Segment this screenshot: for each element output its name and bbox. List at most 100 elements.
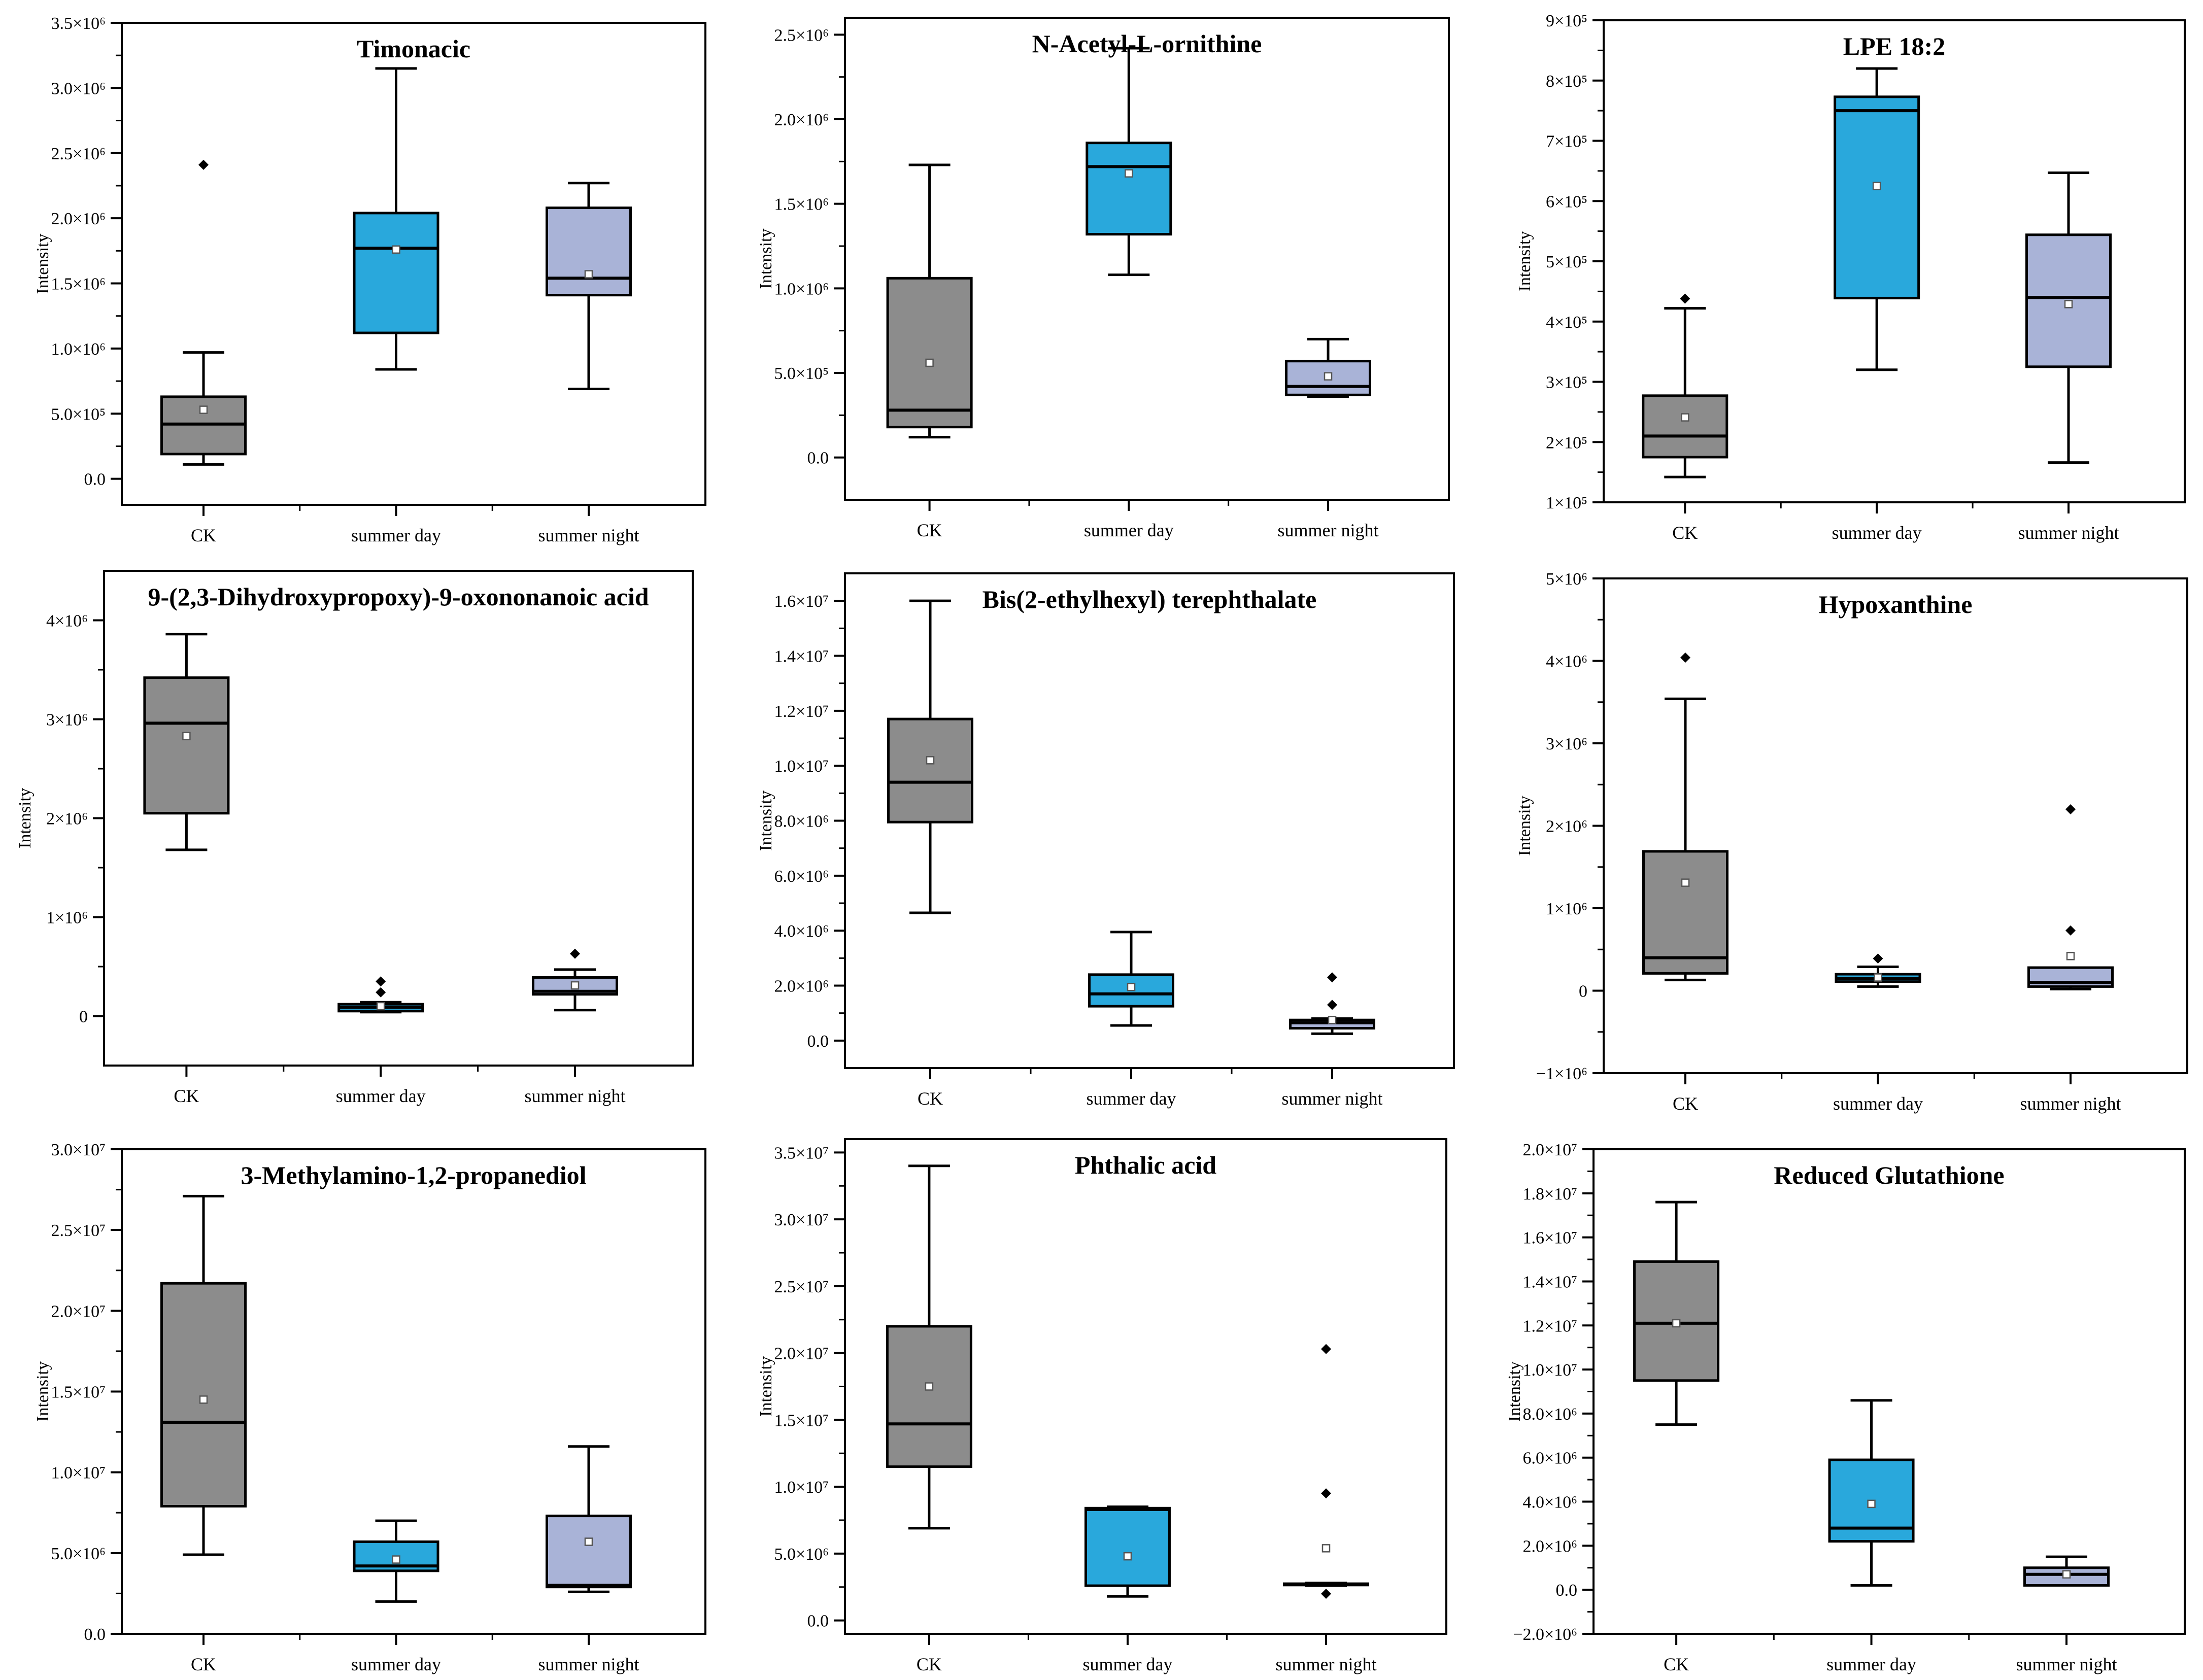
x-category-label: summer night [1278, 520, 1379, 540]
y-tick-label: 3×10⁵ [1546, 373, 1587, 392]
y-axis-label: Intensity [757, 791, 775, 851]
y-tick-label: 4.0×10⁶ [1522, 1493, 1577, 1512]
x-category-label: summer day [351, 1654, 441, 1674]
outlier-point [1327, 972, 1337, 983]
outlier-point [1321, 1488, 1331, 1499]
y-tick-label: 9×10⁵ [1546, 12, 1587, 30]
mean-marker [570, 981, 580, 990]
iqr-box [1086, 142, 1172, 236]
chart-panel-2: N-Acetyl-L-ornithine Intensity 0.0 5.0×10⁵ 1… [757, 17, 1450, 540]
y-tick-label: 6.0×10⁶ [1522, 1449, 1577, 1468]
chart-panel-4: 9-(2,3-Dihydroxypropoxy)-9-oxononanoic a… [16, 570, 694, 1106]
y-tick-label: 6×10⁵ [1546, 192, 1587, 211]
y-tick-label: 1.4×10⁷ [1522, 1273, 1577, 1291]
y-tick-label: 6.0×10⁶ [774, 867, 829, 886]
y-tick-label: −1×10⁶ [1536, 1065, 1587, 1083]
mean-marker [1874, 973, 1882, 982]
iqr-box [160, 1282, 247, 1508]
plot-frame [844, 17, 1450, 501]
mean-marker [376, 1002, 385, 1011]
y-tick-label: −2.0×10⁶ [1513, 1625, 1577, 1644]
iqr-box [886, 1325, 972, 1468]
mean-marker [2066, 952, 2075, 961]
y-tick-label: 1.0×10⁷ [1522, 1361, 1577, 1380]
x-category-label: CK [174, 1086, 199, 1106]
outlier-point [1680, 653, 1690, 663]
box-CK [160, 159, 247, 466]
y-tick-label: 8.0×10⁶ [774, 812, 829, 831]
mean-marker [1867, 1499, 1876, 1508]
x-category-label: summer day [1082, 1654, 1172, 1674]
y-tick-label: 1.0×10⁶ [774, 280, 829, 298]
box-summer-night [1289, 972, 1375, 1035]
y-tick-label: 2.0×10⁶ [51, 210, 106, 228]
iqr-box [546, 207, 632, 297]
y-axis-label: Intensity [33, 1361, 52, 1422]
box-summer-day [353, 67, 439, 371]
y-tick-label: 0.0 [807, 1032, 829, 1051]
chart-panel-8: Phthalic acid Intensity 0.0 5.0×10⁶ 1.0×10⁷ 1… [757, 1138, 1447, 1674]
box-summer-day [353, 1519, 439, 1603]
y-tick-label: 2.0×10⁶ [1522, 1537, 1577, 1556]
chart-panel-5: Bis(2-ethylhexyl) terephthalate Intensity… [757, 572, 1455, 1109]
box-summer-day [1086, 47, 1172, 277]
y-tick-label: 2×10⁵ [1546, 433, 1587, 452]
y-tick-label: 2.5×10⁷ [774, 1278, 829, 1296]
box-summer-night [546, 1445, 632, 1593]
x-category-label: CK [1673, 1093, 1698, 1114]
y-tick-label: 1.6×10⁷ [1522, 1229, 1577, 1248]
mean-marker [584, 270, 593, 279]
y-tick-label: 2.0×10⁷ [1522, 1141, 1577, 1159]
outlier-point [1680, 293, 1690, 304]
chart-title: Timonacic [357, 35, 470, 63]
iqr-box [546, 1515, 632, 1589]
y-tick-label: 5.0×10⁶ [774, 1545, 829, 1564]
x-category-label: CK [191, 525, 216, 545]
mean-marker [2064, 300, 2073, 308]
iqr-box [353, 212, 439, 334]
y-tick-label: 3.0×10⁶ [51, 79, 106, 98]
plot-frame [1603, 577, 2188, 1074]
outlier-point [2065, 925, 2076, 936]
x-category-label: summer night [1276, 1654, 1377, 1674]
y-tick-label: 1.5×10⁶ [51, 275, 106, 294]
x-category-label: CK [917, 1654, 942, 1674]
y-tick-label: 3×10⁶ [46, 711, 88, 730]
x-category-label: summer night [2018, 523, 2119, 543]
x-category-label: CK [1664, 1654, 1689, 1674]
y-tick-label: 1×10⁶ [1546, 900, 1587, 918]
mean-marker [1125, 169, 1133, 178]
y-tick-label: 1×10⁵ [1546, 494, 1587, 512]
iqr-box [887, 717, 973, 824]
box-summer-night [546, 182, 632, 390]
x-category-label: CK [917, 520, 942, 540]
y-tick-label: 3.5×10⁷ [774, 1144, 829, 1162]
y-tick-label: 2.0×10⁶ [774, 111, 829, 129]
outlier-point [1327, 1000, 1337, 1010]
y-tick-label: 7×10⁵ [1546, 132, 1587, 151]
y-tick-label: 1.0×10⁷ [774, 1478, 829, 1497]
outlier-point [570, 948, 580, 959]
box-summer-day [1088, 931, 1174, 1027]
chart-title: N-Acetyl-L-ornithine [1032, 29, 1262, 58]
chart-panel-9: Reduced Glutathione Intensity −2.0×10⁶ 0.0 2… [1505, 1141, 2186, 1674]
box-CK [1642, 653, 1728, 981]
box-summer-day [1835, 953, 1921, 988]
y-tick-label: 2.5×10⁷ [51, 1221, 106, 1240]
chart-title: LPE 18:2 [1843, 32, 1945, 60]
y-tick-label: 5×10⁵ [1546, 253, 1587, 271]
outlier-point [376, 976, 386, 987]
box-summer-day [1084, 1505, 1171, 1598]
y-tick-label: 4.0×10⁶ [774, 922, 829, 941]
mean-marker [1328, 1015, 1337, 1024]
y-axis-label: Intensity [16, 788, 35, 848]
mean-marker [1872, 182, 1881, 190]
chart-panel-1: Timonacic Intensity 0.0 5.0×10⁵ 1.0×10⁶ 1.5×1… [33, 14, 706, 545]
y-tick-label: 5.0×10⁵ [51, 405, 106, 424]
y-tick-label: 3.5×10⁶ [51, 14, 106, 33]
box-summer-night [2027, 804, 2114, 990]
x-category-label: summer day [1833, 1093, 1923, 1114]
chart-title: Hypoxanthine [1819, 590, 1973, 619]
y-tick-label: 1.0×10⁷ [774, 757, 829, 776]
